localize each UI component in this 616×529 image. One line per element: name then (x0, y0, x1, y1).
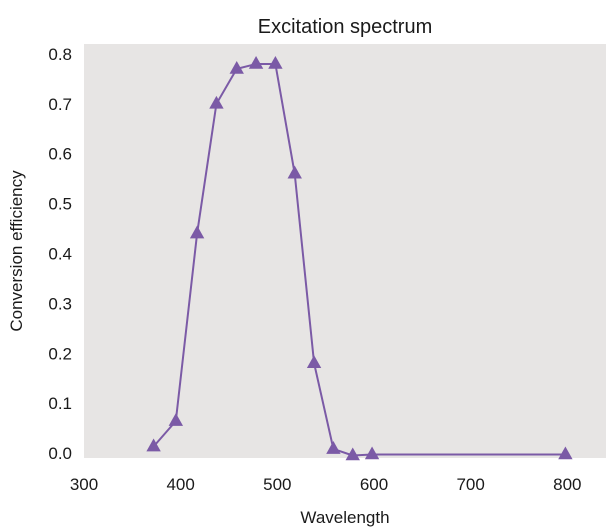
data-point-triangle (287, 165, 302, 179)
x-tick-label: 300 (70, 475, 98, 494)
data-point-triangle (189, 225, 205, 239)
y-axis-ticks: 0.0 0.1 0.2 0.3 0.4 0.5 0.6 0.7 0.8 (48, 45, 72, 463)
data-point-triangle (209, 95, 224, 109)
x-tick-label: 600 (360, 475, 388, 494)
x-tick-label: 400 (166, 475, 194, 494)
data-point-triangle (248, 55, 264, 69)
y-tick-label: 0.3 (48, 294, 72, 313)
y-tick-label: 0.1 (48, 394, 72, 413)
x-tick-label: 800 (553, 475, 581, 494)
data-point-triangle (168, 413, 184, 426)
series-layer (146, 55, 573, 461)
data-point-triangle (326, 441, 341, 454)
x-axis-ticks: 300 400 500 600 700 800 (70, 475, 582, 494)
data-point-triangle (146, 438, 161, 452)
chart-title: Excitation spectrum (258, 16, 433, 38)
data-point-triangle (364, 446, 380, 460)
x-axis-label: Wavelength (300, 508, 389, 527)
y-tick-label: 0.5 (48, 195, 72, 214)
y-tick-label: 0.8 (48, 45, 72, 64)
plot-area (84, 44, 606, 458)
y-tick-label: 0.2 (48, 344, 72, 363)
y-axis-label: Conversion efficiency (7, 170, 26, 332)
data-point-triangle (229, 60, 244, 74)
y-tick-label: 0.4 (48, 244, 72, 263)
data-point-triangle (345, 447, 360, 461)
data-point-triangle (558, 446, 573, 460)
data-point-triangle (268, 55, 283, 69)
y-tick-label: 0.0 (48, 444, 72, 463)
x-tick-label: 700 (456, 475, 484, 494)
y-tick-label: 0.7 (48, 95, 72, 114)
y-tick-label: 0.6 (48, 145, 72, 164)
x-tick-label: 500 (263, 475, 291, 494)
data-point-triangle (306, 355, 322, 369)
